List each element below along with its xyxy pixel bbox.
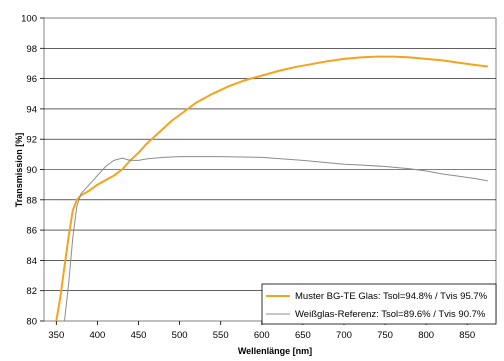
series-line-1	[55, 55, 488, 322]
x-axis-ticks: 350 400 450 500 550 600 650 700 750 800 850	[48, 321, 475, 341]
y-tick-label-100: 100	[21, 14, 37, 25]
x-tick-label-650: 650	[295, 330, 311, 341]
legend-box	[261, 283, 497, 325]
y-tick-label-96: 96	[26, 74, 37, 85]
y-tick-label-86: 86	[26, 226, 37, 237]
legend-label-series-1: Muster BG-TE Glas: Tsol=94.8% / Tvis 95.…	[295, 291, 488, 302]
y-axis-ticks: 80 82 84 86 88 90 92 94 96 98 100	[21, 14, 44, 328]
legend-label-series-2: Weißglas-Referenz: Tsol=89.6% / Tvis 90.…	[295, 309, 486, 320]
y-tick-label-88: 88	[26, 195, 37, 206]
y-tick-label-90: 90	[26, 165, 37, 176]
x-tick-label-350: 350	[48, 330, 64, 341]
y-axis-label: Transmission [%]	[14, 133, 24, 208]
x-tick-label-600: 600	[254, 330, 270, 341]
y-tick-label-84: 84	[26, 256, 37, 267]
y-tick-label-92: 92	[26, 135, 37, 146]
x-tick-label-400: 400	[89, 330, 105, 341]
x-axis-label: Wellenlänge [nm]	[238, 346, 312, 356]
y-tick-label-82: 82	[26, 286, 37, 297]
y-tick-label-80: 80	[26, 317, 37, 328]
x-tick-label-850: 850	[459, 330, 475, 341]
x-tick-label-550: 550	[213, 330, 229, 341]
x-tick-label-750: 750	[377, 330, 393, 341]
x-tick-label-500: 500	[172, 330, 188, 341]
y-tick-label-98: 98	[26, 44, 37, 55]
x-tick-label-700: 700	[336, 330, 352, 341]
x-tick-label-800: 800	[418, 330, 434, 341]
series-lines	[55, 55, 488, 322]
y-tick-label-94: 94	[26, 104, 37, 115]
x-tick-label-450: 450	[131, 330, 147, 341]
legend: Muster BG-TE Glas: Tsol=94.8% / Tvis 95.…	[261, 283, 497, 325]
series-line-2	[64, 156, 488, 322]
